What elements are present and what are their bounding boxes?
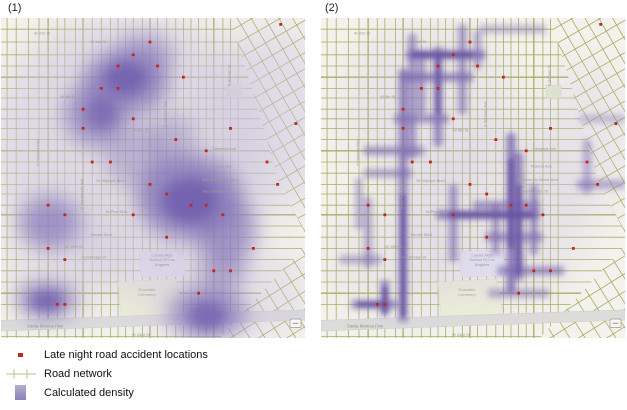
svg-text:Santa Monica Fwy: Santa Monica Fwy bbox=[27, 323, 64, 328]
santa-monica-freeway bbox=[321, 309, 625, 332]
svg-text:Cambridge St: Cambridge St bbox=[401, 255, 426, 260]
attribution-toggle-icon bbox=[609, 318, 622, 328]
legend-label-accidents: Late night road accident locations bbox=[44, 348, 208, 361]
svg-text:S Hoover St: S Hoover St bbox=[227, 64, 232, 86]
svg-text:James M Wood Blvd: James M Wood Blvd bbox=[522, 177, 559, 182]
density-layer bbox=[330, 24, 625, 322]
map-labels: Santa Monica Fwy Rosedale Cemetery Loyola H… bbox=[347, 31, 558, 337]
svg-text:W 3rd St: W 3rd St bbox=[90, 39, 106, 44]
svg-text:Santa Monica Fwy: Santa Monica Fwy bbox=[347, 323, 384, 328]
svg-text:S Normandie Ave: S Normandie Ave bbox=[79, 178, 84, 210]
svg-text:Venice Blvd: Venice Blvd bbox=[91, 232, 112, 237]
road-network-icon bbox=[5, 369, 36, 378]
map-panel-2-network-density: Santa Monica Fwy Rosedale Cemetery Loyola H… bbox=[321, 18, 625, 338]
svg-text:Venice Blvd: Venice Blvd bbox=[411, 232, 432, 237]
svg-text:W 6th St: W 6th St bbox=[60, 94, 76, 99]
density-layer bbox=[1, 18, 305, 338]
accident-points bbox=[366, 23, 618, 306]
svg-text:San Marino St: San Marino St bbox=[523, 189, 549, 194]
svg-text:W 15th St: W 15th St bbox=[385, 244, 403, 249]
svg-text:S Vermont Ave: S Vermont Ave bbox=[163, 100, 168, 127]
svg-text:S Vermont Ave: S Vermont Ave bbox=[483, 100, 488, 127]
svg-text:S Hoover St: S Hoover St bbox=[547, 64, 552, 86]
svg-text:W Olympic Blvd: W Olympic Blvd bbox=[96, 178, 124, 183]
legend-row-density: Calculated density bbox=[2, 383, 322, 402]
legend-row-road-network: Road network bbox=[2, 364, 322, 383]
svg-text:James M Wood Blvd: James M Wood Blvd bbox=[202, 177, 239, 182]
svg-text:W 23rd St: W 23rd St bbox=[452, 332, 471, 337]
legend-label-density: Calculated density bbox=[44, 386, 134, 399]
attribution-toggle-icon bbox=[289, 318, 302, 328]
density-gradient-icon bbox=[15, 385, 26, 400]
accident-points bbox=[46, 23, 298, 306]
svg-text:S Harvard Blvd: S Harvard Blvd bbox=[355, 139, 360, 166]
svg-text:W 8th St: W 8th St bbox=[453, 128, 469, 133]
svg-text:W Olympic Blvd: W Olympic Blvd bbox=[416, 178, 444, 183]
svg-text:Francis Ave: Francis Ave bbox=[211, 163, 233, 168]
panel-1-label: (1) bbox=[8, 2, 22, 14]
legend-label-road-network: Road network bbox=[44, 367, 112, 380]
svg-text:San Marino St: San Marino St bbox=[203, 189, 229, 194]
svg-text:Cambridge St: Cambridge St bbox=[81, 255, 106, 260]
svg-text:W 15th St: W 15th St bbox=[65, 244, 83, 249]
svg-text:W 6th St: W 6th St bbox=[380, 94, 396, 99]
svg-text:Francis Ave: Francis Ave bbox=[531, 163, 553, 168]
svg-text:W Pico Blvd: W Pico Blvd bbox=[426, 209, 448, 214]
svg-text:W 8th St: W 8th St bbox=[133, 128, 149, 133]
svg-text:W 3rd St: W 3rd St bbox=[410, 39, 426, 44]
svg-text:S Harvard Blvd: S Harvard Blvd bbox=[35, 139, 40, 166]
map-panel-1-kernel-density: Santa Monica Fwy Rosedale Cemetery Loyola H… bbox=[1, 18, 305, 338]
svg-text:W 2nd St: W 2nd St bbox=[34, 31, 51, 36]
svg-text:Leeward Ave: Leeward Ave bbox=[213, 146, 237, 151]
panel-2-label: (2) bbox=[325, 2, 339, 14]
svg-text:W Pico Blvd: W Pico Blvd bbox=[106, 209, 128, 214]
legend-row-accidents: Late night road accident locations bbox=[2, 345, 322, 364]
svg-text:Leeward Ave: Leeward Ave bbox=[533, 146, 557, 151]
accident-point-icon bbox=[18, 352, 23, 357]
svg-text:W 23rd St: W 23rd St bbox=[132, 332, 151, 337]
legend: Late night road accident locations Road … bbox=[2, 345, 322, 402]
map-labels: Santa Monica Fwy Rosedale Cemetery Loyola H… bbox=[27, 31, 238, 337]
svg-text:S Normandie Ave: S Normandie Ave bbox=[399, 178, 404, 210]
svg-text:W 2nd St: W 2nd St bbox=[354, 31, 371, 36]
